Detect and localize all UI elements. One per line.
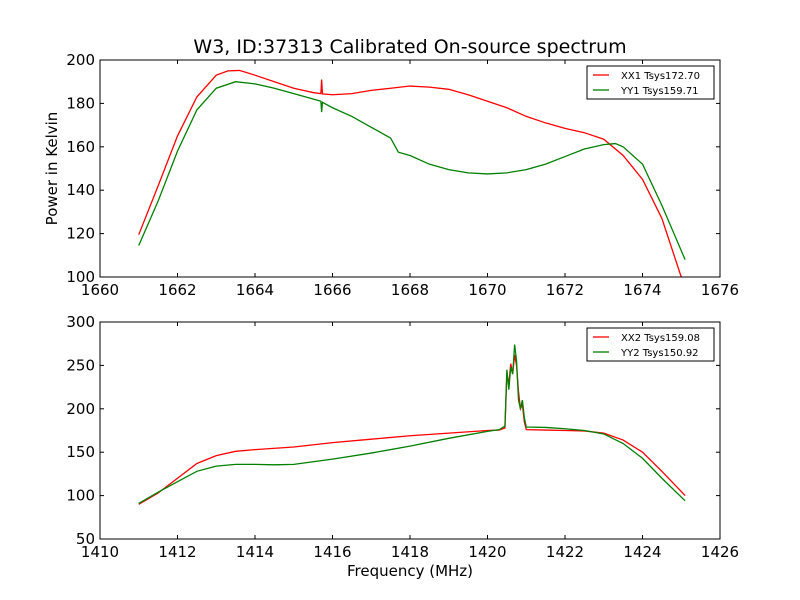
x-tick-label: 1414	[236, 543, 274, 561]
x-tick-label: 1674	[623, 281, 661, 299]
legend-label: XX1 Tsys172.70	[621, 71, 700, 82]
y-tick-label: 160	[66, 138, 95, 156]
y-tick-label: 120	[66, 225, 95, 243]
y-tick-label: 200	[66, 400, 95, 418]
series-line-2-1	[138, 354, 686, 505]
y-tick-label: 100	[66, 268, 95, 286]
x-tick-label: 1416	[313, 543, 351, 561]
x-tick-label: 1672	[546, 281, 584, 299]
x-tick-label: 1660	[81, 281, 119, 299]
x-axis-label: Frequency (MHz)	[347, 562, 473, 580]
legend-box-1	[586, 65, 715, 100]
y-tick-label: 200	[66, 51, 95, 69]
y-tick-label: 250	[66, 356, 95, 374]
x-tick-label: 1670	[468, 281, 506, 299]
y-axis-label: Power in Kelvin	[43, 112, 61, 226]
x-tick-label: 1426	[701, 543, 739, 561]
x-tick-label: 1410	[81, 543, 119, 561]
x-tick-label: 1420	[468, 543, 506, 561]
x-tick-label: 1662	[158, 281, 196, 299]
legend-box-2	[586, 327, 715, 362]
y-tick-label: 50	[76, 530, 95, 548]
x-tick-label: 1664	[236, 281, 274, 299]
series-line-1-1	[138, 69, 682, 277]
x-tick-label: 1412	[158, 543, 196, 561]
x-tick-label: 1666	[313, 281, 351, 299]
legend-label: YY2 Tsys150.92	[620, 348, 699, 359]
chart-title: W3, ID:37313 Calibrated On-source spectr…	[193, 36, 626, 58]
y-tick-label: 150	[66, 443, 95, 461]
x-tick-label: 1668	[391, 281, 429, 299]
x-tick-label: 1422	[546, 543, 584, 561]
y-tick-label: 300	[66, 313, 95, 331]
series-line-1-2	[138, 81, 686, 260]
x-tick-label: 1424	[623, 543, 661, 561]
y-tick-label: 100	[66, 487, 95, 505]
x-tick-label: 1418	[391, 543, 429, 561]
series-line-2-2	[138, 344, 686, 504]
y-tick-label: 180	[66, 94, 95, 112]
legend-label: YY1 Tsys159.71	[620, 86, 699, 97]
legend-label: XX2 Tsys159.08	[621, 333, 700, 344]
y-tick-label: 140	[66, 181, 95, 199]
x-tick-label: 1676	[701, 281, 739, 299]
